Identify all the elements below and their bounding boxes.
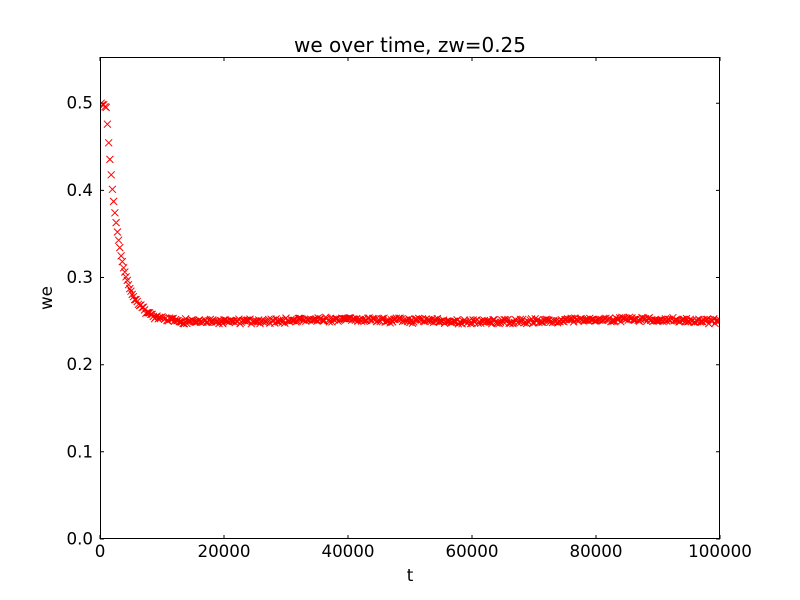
- x-tick-label: 40000: [321, 541, 374, 561]
- y-axis-label: we: [36, 286, 56, 310]
- y-tick-label: 0.4: [66, 180, 93, 200]
- y-tick-label: 0.2: [66, 354, 93, 374]
- y-tick-label: 0.1: [66, 441, 93, 461]
- y-tick-label: 0.0: [66, 529, 93, 549]
- y-tick-label: 0.5: [66, 93, 93, 113]
- axes-frame: [100, 57, 720, 539]
- x-tick-label: 60000: [445, 541, 498, 561]
- x-tick-label: 20000: [197, 541, 250, 561]
- x-tick-label: 100000: [688, 541, 752, 561]
- x-axis-label: t: [406, 565, 414, 585]
- y-tick-label: 0.3: [66, 267, 93, 287]
- plot-title: we over time, zw=0.25: [293, 33, 527, 57]
- x-tick-label: 80000: [569, 541, 622, 561]
- data-series-we: [100, 99, 720, 328]
- tick-marks: [99, 57, 721, 540]
- x-tick-label: 0: [95, 541, 106, 561]
